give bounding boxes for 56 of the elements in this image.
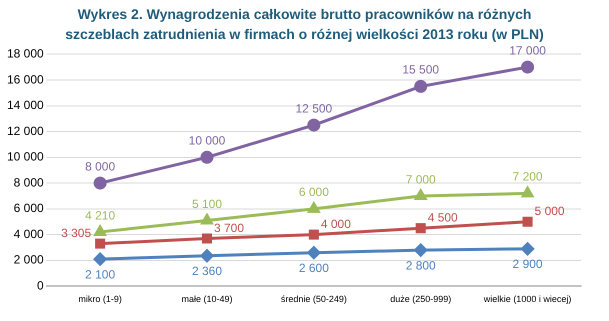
point bbox=[308, 202, 320, 213]
data-label: 4 500 bbox=[428, 210, 458, 225]
point bbox=[94, 225, 106, 236]
point bbox=[414, 244, 428, 257]
data-label: 6 000 bbox=[298, 185, 330, 200]
point bbox=[200, 150, 214, 164]
data-label: 4 000 bbox=[320, 216, 352, 231]
point bbox=[202, 233, 212, 244]
point bbox=[307, 246, 320, 260]
point bbox=[521, 242, 534, 256]
data-label: 2 800 bbox=[406, 258, 436, 272]
point bbox=[522, 186, 534, 198]
data-label: 17 000 bbox=[509, 43, 546, 58]
y-tick-label: 8 000 bbox=[14, 175, 44, 190]
data-label: 7 000 bbox=[406, 172, 436, 186]
point bbox=[200, 249, 214, 262]
data-label: 2 900 bbox=[512, 257, 543, 272]
y-tick-label: 4 000 bbox=[14, 226, 44, 241]
point bbox=[414, 80, 428, 93]
data-label: 5 000 bbox=[534, 204, 565, 218]
y-tick-label: 0 bbox=[37, 278, 44, 293]
point bbox=[416, 223, 426, 234]
y-tick-label: 18 000 bbox=[7, 46, 44, 61]
y-tick-label: 10 000 bbox=[7, 150, 44, 164]
point bbox=[522, 216, 533, 227]
y-tick-label: 6 000 bbox=[14, 201, 44, 216]
point bbox=[308, 230, 319, 240]
x-tick-label: małe (10-49) bbox=[181, 294, 233, 304]
x-tick-label: średnie (50-249) bbox=[280, 294, 347, 304]
data-label: 7 200 bbox=[512, 170, 543, 184]
data-label: 2 360 bbox=[192, 264, 222, 278]
data-label: 12 500 bbox=[296, 101, 333, 116]
data-label: 5 100 bbox=[192, 196, 222, 211]
point bbox=[307, 118, 320, 132]
y-tick-label: 16 000 bbox=[7, 72, 44, 86]
data-label: 4 210 bbox=[85, 208, 116, 222]
data-label: 8 000 bbox=[85, 159, 116, 174]
y-tick-label: 14 000 bbox=[7, 98, 44, 112]
data-label: 3 700 bbox=[214, 220, 244, 235]
point bbox=[414, 189, 427, 200]
data-label: 2 100 bbox=[85, 267, 116, 282]
x-tick-label: duże (250-999) bbox=[390, 294, 452, 304]
data-label: 2 600 bbox=[298, 261, 330, 275]
chart-title: Wykres 2. Wynagrodzenia całkowite brutto pracowników na różnych szczeblach zatrudnienia w firmach o różnej wielkości 2013 roku (w PLN) bbox=[64, 5, 545, 44]
y-tick-label: 2 000 bbox=[14, 252, 44, 267]
data-label: 10 000 bbox=[188, 134, 226, 148]
point bbox=[94, 176, 107, 190]
point bbox=[95, 238, 106, 249]
x-tick-label: mikro (1-9) bbox=[78, 294, 122, 304]
point bbox=[201, 214, 213, 224]
y-tick-label: 12 000 bbox=[7, 124, 44, 138]
data-label: 15 500 bbox=[402, 62, 440, 77]
x-tick-label: wielkie (1000 i wiecej) bbox=[482, 294, 572, 304]
data-label: 3 305 bbox=[61, 226, 92, 240]
point bbox=[521, 60, 534, 74]
point bbox=[94, 252, 107, 266]
